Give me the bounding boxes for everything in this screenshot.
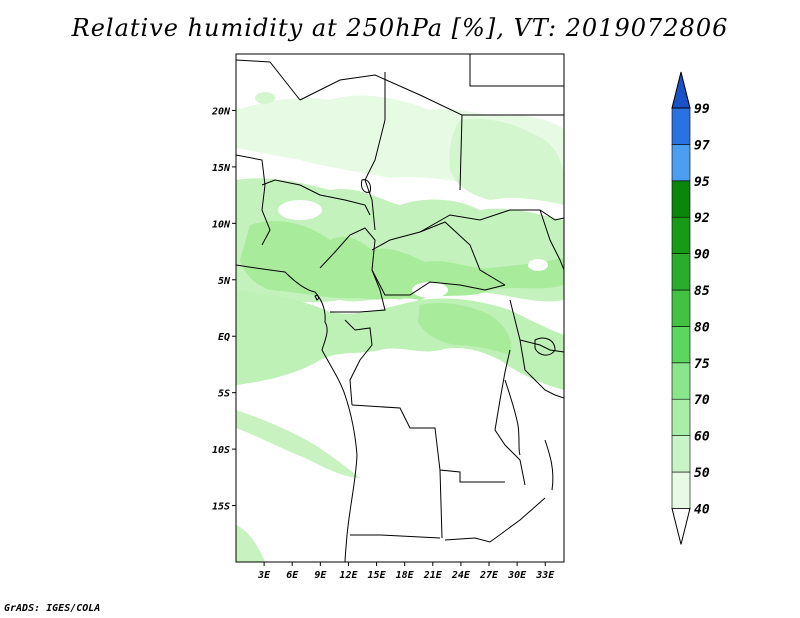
- lat-tick-label: EQ: [218, 332, 230, 343]
- colorbar-swatch: [671, 107, 691, 145]
- border-car-sudan: [371, 221, 506, 286]
- field-patch-southwest: [236, 525, 265, 562]
- border-angola-namibia: [350, 534, 441, 539]
- colorbar-swatch: [671, 471, 691, 509]
- border-mali-niger: [236, 154, 271, 246]
- colorbar-label: 75: [694, 357, 710, 372]
- lake-victoria: [534, 337, 556, 356]
- colorbar-label: 60: [694, 430, 710, 445]
- lon-tick-label: 3E: [257, 570, 271, 581]
- lon-tick-label: 21E: [423, 570, 443, 581]
- field-patch-small: [278, 200, 322, 220]
- colorbar-swatch: [671, 253, 691, 291]
- boundaries: [236, 54, 564, 562]
- border-nigeria: [261, 179, 371, 216]
- longitude-axis: 3E 6E 9E 12E 15E 18E 21E 24E 27E 30E 33E: [257, 562, 555, 581]
- coastline-west-africa: [236, 264, 358, 562]
- lat-tick-label: 10N: [212, 219, 231, 230]
- field-streak-atlantic: [236, 410, 360, 478]
- lon-tick-label: 24E: [451, 570, 471, 581]
- lon-tick-label: 30E: [507, 570, 527, 581]
- border-kenya-uganda: [509, 299, 564, 353]
- border-sudan-ssudan: [419, 209, 564, 233]
- colorbar-swatch: [671, 216, 691, 254]
- lon-tick-label: 33E: [535, 570, 555, 581]
- border-car-south: [371, 269, 506, 296]
- field-patch-small: [312, 120, 328, 140]
- field-band-sahel-inner: [240, 220, 564, 300]
- lat-tick-label: 15N: [212, 163, 231, 174]
- border-tanzania: [519, 339, 564, 399]
- latitude-axis: 20N 15N 10N 5N EQ 5S 10S 15S: [211, 106, 236, 513]
- field-band-equator: [236, 290, 564, 390]
- lon-tick-label: 18E: [396, 570, 415, 581]
- map-frame: [235, 53, 565, 563]
- border-drc-east: [494, 349, 526, 486]
- border-cameroon: [319, 227, 386, 313]
- lake-tanganyika: [504, 379, 521, 456]
- colorbar-swatch: [671, 326, 691, 364]
- border-namibia-botswana: [439, 469, 443, 539]
- credit-label: GrADS: IGES/COLA: [4, 603, 101, 614]
- lon-tick-label: 9E: [314, 570, 327, 581]
- colorbar-label: 70: [694, 393, 710, 408]
- border-zambia-zimbabwe: [444, 497, 546, 543]
- field-patch-small: [255, 92, 275, 104]
- border-chad-libya: [364, 72, 386, 231]
- lon-tick-label: 6E: [286, 570, 299, 581]
- colorbar-high-triangle: [671, 71, 691, 109]
- colorbar-label: 95: [694, 175, 710, 190]
- colorbar-low-triangle: [671, 507, 691, 545]
- colorbar-swatch: [671, 435, 691, 473]
- island-bioko: [314, 295, 319, 301]
- border-niger-libya: [299, 74, 463, 191]
- border-ethiopia: [539, 209, 564, 271]
- field-band-equator-inner: [418, 303, 512, 355]
- colorbar-swatch: [671, 289, 691, 327]
- colorbar-swatch: [671, 362, 691, 400]
- field-patch-small: [528, 259, 548, 271]
- colorbar-label: 40: [694, 502, 710, 517]
- border-algeria: [236, 59, 301, 101]
- colorbar-swatch: [671, 398, 691, 436]
- lat-tick-label: 5S: [218, 389, 230, 400]
- colorbar-label: 80: [694, 320, 710, 335]
- colorbar-label: 92: [694, 211, 710, 226]
- lake-malawi: [544, 439, 554, 491]
- lat-tick-label: 20N: [211, 106, 231, 117]
- lon-tick-label: 15E: [368, 570, 387, 581]
- colorbar-label: 97: [694, 138, 710, 153]
- colorbar-label: 90: [694, 248, 710, 263]
- colorbar-swatch: [671, 144, 691, 182]
- border-congo-drc: [344, 319, 373, 406]
- colorbar: 40 50 60 70 75 80 85 90 92 95 97 99: [671, 71, 710, 545]
- colorbar-label: 99: [694, 102, 710, 117]
- colorbar-label: 50: [694, 466, 710, 481]
- field-patch-small: [412, 282, 448, 298]
- humidity-field: [236, 92, 564, 562]
- field-patch-northeast: [449, 118, 564, 205]
- colorbar-swatch: [671, 180, 691, 218]
- lat-tick-label: 15S: [212, 502, 230, 513]
- lon-tick-label: 12E: [339, 570, 358, 581]
- colorbar-label: 85: [694, 284, 710, 299]
- border-egypt-east: [469, 54, 564, 87]
- lat-tick-label: 5N: [218, 276, 231, 287]
- map-title: Relative humidity at 250hPa [%], VT: 201…: [71, 14, 729, 42]
- lon-tick-label: 27E: [479, 570, 499, 581]
- border-angola-zambia: [351, 404, 505, 483]
- lat-tick-label: 10S: [212, 445, 230, 456]
- lake-chad: [361, 179, 371, 193]
